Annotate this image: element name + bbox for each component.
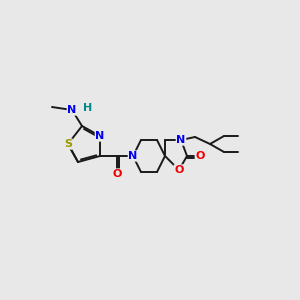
Text: O: O <box>174 165 184 175</box>
Text: N: N <box>128 151 138 161</box>
Text: O: O <box>112 169 122 179</box>
Text: S: S <box>64 139 72 149</box>
Text: H: H <box>83 103 93 113</box>
Text: O: O <box>195 151 205 161</box>
Text: N: N <box>68 105 76 115</box>
Text: N: N <box>176 135 186 145</box>
Text: N: N <box>95 131 105 141</box>
